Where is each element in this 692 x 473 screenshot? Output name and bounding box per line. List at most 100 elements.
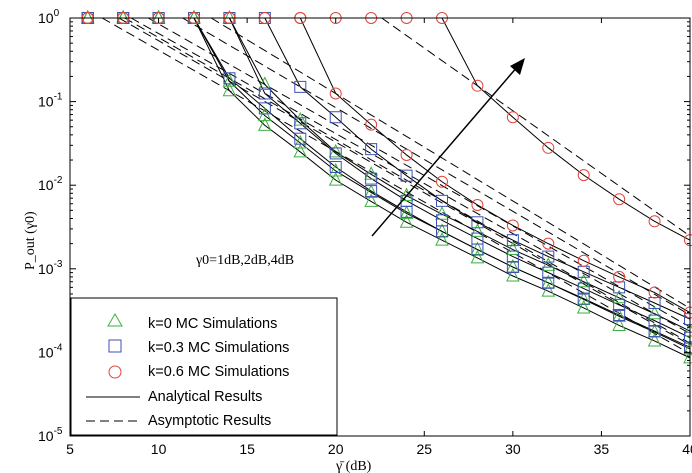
marker-square bbox=[294, 117, 307, 130]
marker-triangle bbox=[541, 257, 556, 271]
marker-triangle bbox=[399, 205, 414, 219]
y-tick-label: 10-1 bbox=[38, 92, 63, 110]
marker-square bbox=[436, 194, 448, 207]
marker-triangle bbox=[506, 267, 520, 282]
x-axis-label: γ̄ (dB) bbox=[335, 459, 372, 473]
marker-square bbox=[471, 216, 484, 229]
marker-circle bbox=[471, 198, 484, 211]
marker-square bbox=[506, 261, 519, 274]
marker-triangle bbox=[470, 249, 485, 264]
marker-square bbox=[613, 309, 626, 322]
marker-triangle bbox=[435, 232, 449, 246]
analytical-curve bbox=[299, 17, 691, 313]
marker-square bbox=[365, 185, 378, 198]
legend-marker-square bbox=[108, 339, 122, 353]
x-tick-label: 15 bbox=[239, 441, 255, 457]
marker-circle bbox=[613, 193, 626, 206]
marker-triangle bbox=[435, 206, 449, 220]
marker-triangle bbox=[647, 305, 662, 320]
y-tick-label: 10-2 bbox=[38, 175, 63, 193]
x-tick-label: 5 bbox=[66, 441, 74, 457]
marker-triangle bbox=[612, 317, 626, 331]
legend-label-k03: k=0.3 MC Simulations bbox=[148, 340, 289, 356]
marker-triangle bbox=[328, 162, 343, 177]
analytical-curve bbox=[228, 17, 691, 332]
marker-triangle bbox=[364, 193, 378, 207]
marker-triangle bbox=[258, 76, 272, 91]
marker-square bbox=[223, 72, 236, 85]
marker-square bbox=[542, 276, 555, 289]
marker-triangle bbox=[364, 184, 378, 198]
legend-label-asymptotic: Asymptotic Results bbox=[148, 413, 271, 429]
marker-circle bbox=[648, 286, 661, 299]
marker-square bbox=[258, 102, 271, 115]
marker-triangle bbox=[612, 308, 626, 322]
marker-circle bbox=[577, 254, 590, 267]
annotation-arrow-shaft bbox=[371, 65, 519, 237]
marker-square bbox=[542, 266, 555, 279]
marker-triangle bbox=[612, 289, 626, 304]
marker-circle bbox=[400, 148, 413, 161]
marker-triangle bbox=[576, 273, 591, 288]
marker-square bbox=[577, 282, 590, 295]
marker-triangle bbox=[470, 223, 485, 237]
x-tick-label: 30 bbox=[505, 441, 521, 457]
marker-square bbox=[648, 314, 661, 327]
marker-triangle bbox=[328, 172, 343, 186]
ticks-layer: 5 10 15 20 25 30 35 40 100 10-1 10-2 10-3 10-4 10-5 bbox=[38, 8, 692, 457]
marker-square bbox=[471, 232, 484, 245]
marker-triangle bbox=[258, 117, 272, 131]
marker-circle bbox=[648, 215, 661, 228]
marker-square bbox=[542, 250, 555, 263]
marker-triangle bbox=[647, 332, 662, 347]
marker-circle bbox=[506, 111, 519, 124]
marker-triangle bbox=[293, 143, 308, 158]
marker-square bbox=[506, 234, 519, 247]
marker-triangle bbox=[222, 82, 237, 97]
x-tick-label: 40 bbox=[682, 441, 692, 457]
marker-square bbox=[506, 250, 519, 263]
marker-circle bbox=[329, 87, 342, 100]
marker-triangle bbox=[399, 187, 414, 202]
asymptotic-curve bbox=[182, 17, 691, 316]
marker-square bbox=[329, 161, 342, 174]
plot-frame bbox=[69, 17, 691, 437]
asymptotic-curve bbox=[124, 17, 691, 344]
marker-square bbox=[436, 214, 448, 227]
legend-marker-triangle bbox=[107, 313, 123, 327]
marker-square bbox=[648, 296, 661, 309]
y-tick-label: 10-4 bbox=[38, 342, 63, 360]
marker-circle bbox=[542, 237, 555, 250]
legend-label-analytical: Analytical Results bbox=[148, 389, 262, 405]
analytical-curve bbox=[228, 17, 691, 339]
marker-square bbox=[648, 325, 661, 338]
legend-label-k06: k=0.6 MC Simulations bbox=[148, 364, 289, 380]
asymptotic-curve bbox=[381, 17, 691, 237]
marker-square bbox=[294, 80, 307, 93]
marker-circle bbox=[365, 118, 378, 131]
y-tick-label: 100 bbox=[38, 8, 60, 26]
marker-circle bbox=[471, 79, 484, 92]
marker-circle bbox=[577, 169, 590, 182]
marker-square bbox=[329, 111, 342, 124]
marker-triangle bbox=[293, 134, 308, 149]
marker-square bbox=[577, 292, 590, 305]
asymptotic-curve bbox=[210, 17, 691, 309]
marker-square bbox=[400, 169, 413, 182]
x-tick-label: 35 bbox=[594, 441, 610, 457]
marker-square bbox=[613, 298, 626, 311]
marker-square bbox=[329, 147, 342, 160]
legend: k=0 MC Simulations k=0.3 MC Simulations … bbox=[70, 297, 338, 436]
marker-triangle bbox=[647, 323, 662, 338]
legend-marker-circle bbox=[108, 365, 122, 379]
x-tick-label: 10 bbox=[151, 441, 167, 457]
marker-triangle bbox=[506, 241, 520, 256]
marker-triangle bbox=[576, 299, 591, 314]
x-tick-label: 20 bbox=[328, 441, 344, 457]
marker-triangle bbox=[222, 73, 237, 87]
y-axis-label: P_out (γ0) bbox=[23, 211, 38, 270]
marker-circle bbox=[613, 270, 626, 283]
annotation-arrow-head bbox=[510, 58, 525, 75]
y-tick-label: 10-5 bbox=[38, 426, 63, 444]
